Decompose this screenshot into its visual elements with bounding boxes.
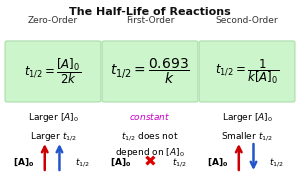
Text: $\mathbf{[A]_0}$: $\mathbf{[A]_0}$ <box>110 156 131 168</box>
Text: $\mathit{constant}$: $\mathit{constant}$ <box>129 111 171 122</box>
Text: depend on $[A]_0$: depend on $[A]_0$ <box>115 147 185 159</box>
Text: Larger $[A]_0$: Larger $[A]_0$ <box>28 111 78 124</box>
FancyBboxPatch shape <box>102 41 198 102</box>
Text: $\mathbf{[A]_0}$: $\mathbf{[A]_0}$ <box>207 156 228 168</box>
Text: ✖: ✖ <box>144 155 156 170</box>
Text: $\mathbf{[A]_0}$: $\mathbf{[A]_0}$ <box>13 156 34 168</box>
Text: $t_{1/2} = \dfrac{1}{k[A]_0}$: $t_{1/2} = \dfrac{1}{k[A]_0}$ <box>215 57 279 86</box>
FancyBboxPatch shape <box>199 41 295 102</box>
Text: Larger $t_{1/2}$: Larger $t_{1/2}$ <box>30 130 76 143</box>
Text: Smaller $t_{1/2}$: Smaller $t_{1/2}$ <box>221 130 273 143</box>
Text: $t_{1/2} = \dfrac{[A]_0}{2k}$: $t_{1/2} = \dfrac{[A]_0}{2k}$ <box>24 57 82 86</box>
Text: The Half-Life of Reactions: The Half-Life of Reactions <box>69 7 231 17</box>
Text: $t_{1/2}$ does not: $t_{1/2}$ does not <box>121 130 179 143</box>
Text: $t_{1/2}$: $t_{1/2}$ <box>269 156 284 169</box>
FancyBboxPatch shape <box>5 41 101 102</box>
Text: $t_{1/2} = \dfrac{0.693}{k}$: $t_{1/2} = \dfrac{0.693}{k}$ <box>110 57 190 86</box>
Text: Zero-Order: Zero-Order <box>28 16 78 25</box>
Text: Larger $[A]_0$: Larger $[A]_0$ <box>222 111 272 124</box>
Text: $t_{1/2}$: $t_{1/2}$ <box>75 156 90 169</box>
Text: First-Order: First-Order <box>126 16 174 25</box>
Text: Second-Order: Second-Order <box>216 16 278 25</box>
Text: $t_{1/2}$: $t_{1/2}$ <box>172 156 187 169</box>
